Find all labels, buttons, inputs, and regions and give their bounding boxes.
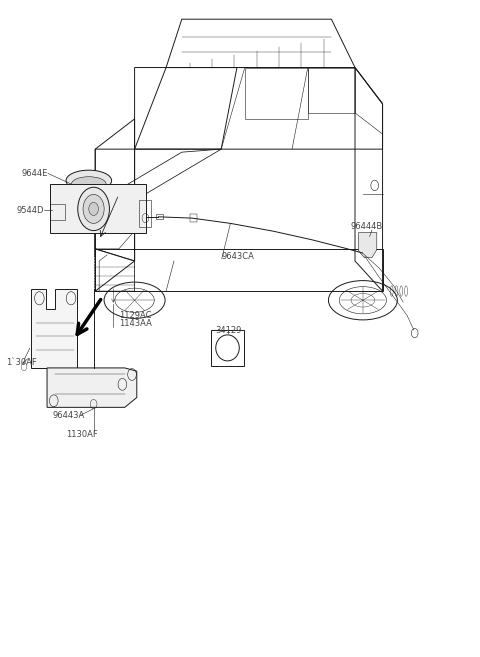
- Text: 9643CA: 9643CA: [222, 252, 254, 261]
- Ellipse shape: [72, 177, 106, 191]
- Ellipse shape: [66, 170, 111, 191]
- Text: 96444B: 96444B: [350, 222, 383, 231]
- Polygon shape: [71, 189, 107, 200]
- Text: 1`30AF: 1`30AF: [6, 358, 36, 367]
- Circle shape: [89, 202, 98, 215]
- Polygon shape: [47, 368, 137, 407]
- Text: 1143AA: 1143AA: [119, 319, 152, 328]
- Circle shape: [78, 187, 109, 231]
- FancyBboxPatch shape: [50, 184, 146, 233]
- Polygon shape: [31, 289, 77, 368]
- Text: 1129AC: 1129AC: [119, 311, 152, 320]
- Text: 9544D: 9544D: [17, 206, 44, 215]
- Text: 34129: 34129: [215, 326, 241, 335]
- Text: 9644E: 9644E: [22, 169, 48, 178]
- Text: 96443A: 96443A: [53, 411, 85, 420]
- Polygon shape: [359, 233, 377, 258]
- Text: 1130AF: 1130AF: [66, 430, 98, 440]
- Circle shape: [83, 194, 104, 223]
